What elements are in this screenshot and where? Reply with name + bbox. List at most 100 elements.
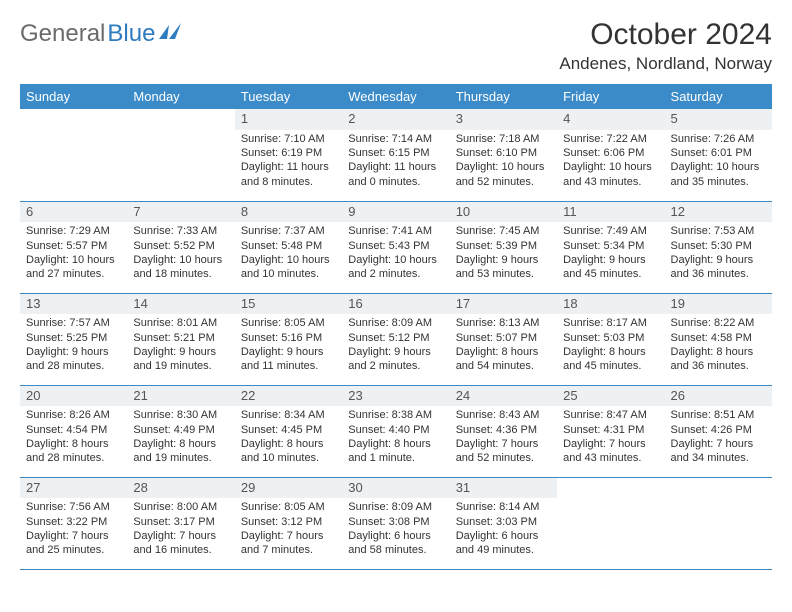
calendar-day: 6Sunrise: 7:29 AMSunset: 5:57 PMDaylight… — [20, 201, 127, 293]
sunrise: Sunrise: 7:49 AM — [563, 224, 658, 238]
calendar-empty — [20, 109, 127, 201]
sunrise: Sunrise: 7:56 AM — [26, 500, 121, 514]
day-number: 27 — [20, 478, 127, 499]
calendar-day: 19Sunrise: 8:22 AMSunset: 4:58 PMDayligh… — [665, 293, 772, 385]
daylight: Daylight: 7 hours and 25 minutes. — [26, 529, 121, 558]
daylight: Daylight: 10 hours and 35 minutes. — [671, 160, 766, 189]
day-number: 9 — [342, 202, 449, 223]
sunrise: Sunrise: 8:30 AM — [133, 408, 228, 422]
sunrise: Sunrise: 8:47 AM — [563, 408, 658, 422]
day-number: 19 — [665, 294, 772, 315]
daylight: Daylight: 9 hours and 45 minutes. — [563, 253, 658, 282]
sunset: Sunset: 5:21 PM — [133, 331, 228, 345]
sunrise: Sunrise: 7:45 AM — [456, 224, 551, 238]
sunset: Sunset: 4:31 PM — [563, 423, 658, 437]
day-number: 22 — [235, 386, 342, 407]
day-number: 11 — [557, 202, 664, 223]
sunset: Sunset: 6:10 PM — [456, 146, 551, 160]
calendar-day: 23Sunrise: 8:38 AMSunset: 4:40 PMDayligh… — [342, 385, 449, 477]
sunset: Sunset: 3:03 PM — [456, 515, 551, 529]
sunset: Sunset: 5:48 PM — [241, 239, 336, 253]
daylight: Daylight: 9 hours and 19 minutes. — [133, 345, 228, 374]
sunrise: Sunrise: 8:26 AM — [26, 408, 121, 422]
sunset: Sunset: 3:17 PM — [133, 515, 228, 529]
weekday-header: Tuesday — [235, 84, 342, 109]
daylight: Daylight: 10 hours and 10 minutes. — [241, 253, 336, 282]
calendar-day: 11Sunrise: 7:49 AMSunset: 5:34 PMDayligh… — [557, 201, 664, 293]
daylight: Daylight: 8 hours and 28 minutes. — [26, 437, 121, 466]
logo-icon — [159, 22, 183, 46]
day-number: 15 — [235, 294, 342, 315]
sunset: Sunset: 4:45 PM — [241, 423, 336, 437]
day-number: 10 — [450, 202, 557, 223]
sunset: Sunset: 5:25 PM — [26, 331, 121, 345]
day-number: 8 — [235, 202, 342, 223]
daylight: Daylight: 7 hours and 52 minutes. — [456, 437, 551, 466]
day-number: 28 — [127, 478, 234, 499]
sunrise: Sunrise: 8:14 AM — [456, 500, 551, 514]
sunrise: Sunrise: 8:34 AM — [241, 408, 336, 422]
calendar-day: 2Sunrise: 7:14 AMSunset: 6:15 PMDaylight… — [342, 109, 449, 201]
daylight: Daylight: 9 hours and 28 minutes. — [26, 345, 121, 374]
calendar-week: 27Sunrise: 7:56 AMSunset: 3:22 PMDayligh… — [20, 477, 772, 569]
daylight: Daylight: 11 hours and 0 minutes. — [348, 160, 443, 189]
calendar-day: 24Sunrise: 8:43 AMSunset: 4:36 PMDayligh… — [450, 385, 557, 477]
sunrise: Sunrise: 8:09 AM — [348, 500, 443, 514]
logo-word1: General — [20, 22, 105, 46]
day-number: 14 — [127, 294, 234, 315]
daylight: Daylight: 10 hours and 27 minutes. — [26, 253, 121, 282]
daylight: Daylight: 10 hours and 18 minutes. — [133, 253, 228, 282]
calendar-day: 5Sunrise: 7:26 AMSunset: 6:01 PMDaylight… — [665, 109, 772, 201]
sunset: Sunset: 3:08 PM — [348, 515, 443, 529]
calendar-day: 18Sunrise: 8:17 AMSunset: 5:03 PMDayligh… — [557, 293, 664, 385]
day-number: 5 — [665, 109, 772, 130]
day-number: 25 — [557, 386, 664, 407]
day-number: 18 — [557, 294, 664, 315]
sunrise: Sunrise: 7:29 AM — [26, 224, 121, 238]
calendar-week: 20Sunrise: 8:26 AMSunset: 4:54 PMDayligh… — [20, 385, 772, 477]
weekday-header: Saturday — [665, 84, 772, 109]
location: Andenes, Nordland, Norway — [559, 54, 772, 74]
sunrise: Sunrise: 8:43 AM — [456, 408, 551, 422]
sunrise: Sunrise: 8:05 AM — [241, 316, 336, 330]
day-number: 26 — [665, 386, 772, 407]
sunset: Sunset: 5:16 PM — [241, 331, 336, 345]
calendar-week: 1Sunrise: 7:10 AMSunset: 6:19 PMDaylight… — [20, 109, 772, 201]
calendar-day: 13Sunrise: 7:57 AMSunset: 5:25 PMDayligh… — [20, 293, 127, 385]
sunset: Sunset: 4:54 PM — [26, 423, 121, 437]
sunset: Sunset: 5:52 PM — [133, 239, 228, 253]
sunrise: Sunrise: 7:41 AM — [348, 224, 443, 238]
sunrise: Sunrise: 7:57 AM — [26, 316, 121, 330]
sunset: Sunset: 5:12 PM — [348, 331, 443, 345]
sunset: Sunset: 4:26 PM — [671, 423, 766, 437]
sunset: Sunset: 4:36 PM — [456, 423, 551, 437]
calendar-day: 10Sunrise: 7:45 AMSunset: 5:39 PMDayligh… — [450, 201, 557, 293]
sunset: Sunset: 6:15 PM — [348, 146, 443, 160]
daylight: Daylight: 7 hours and 34 minutes. — [671, 437, 766, 466]
month-title: October 2024 — [559, 18, 772, 52]
calendar-week: 6Sunrise: 7:29 AMSunset: 5:57 PMDaylight… — [20, 201, 772, 293]
sunset: Sunset: 5:03 PM — [563, 331, 658, 345]
sunrise: Sunrise: 8:51 AM — [671, 408, 766, 422]
sunset: Sunset: 6:06 PM — [563, 146, 658, 160]
calendar-day: 30Sunrise: 8:09 AMSunset: 3:08 PMDayligh… — [342, 477, 449, 569]
weekday-header: Friday — [557, 84, 664, 109]
calendar-table: SundayMondayTuesdayWednesdayThursdayFrid… — [20, 84, 772, 570]
daylight: Daylight: 8 hours and 45 minutes. — [563, 345, 658, 374]
sunset: Sunset: 6:01 PM — [671, 146, 766, 160]
daylight: Daylight: 10 hours and 52 minutes. — [456, 160, 551, 189]
sunrise: Sunrise: 8:01 AM — [133, 316, 228, 330]
weekday-header: Thursday — [450, 84, 557, 109]
daylight: Daylight: 10 hours and 43 minutes. — [563, 160, 658, 189]
day-number: 20 — [20, 386, 127, 407]
sunset: Sunset: 5:30 PM — [671, 239, 766, 253]
daylight: Daylight: 9 hours and 53 minutes. — [456, 253, 551, 282]
day-number: 12 — [665, 202, 772, 223]
sunset: Sunset: 4:40 PM — [348, 423, 443, 437]
sunset: Sunset: 4:58 PM — [671, 331, 766, 345]
daylight: Daylight: 9 hours and 2 minutes. — [348, 345, 443, 374]
sunset: Sunset: 3:22 PM — [26, 515, 121, 529]
sunset: Sunset: 5:43 PM — [348, 239, 443, 253]
header: GeneralBlue October 2024 Andenes, Nordla… — [20, 18, 772, 74]
calendar-day: 31Sunrise: 8:14 AMSunset: 3:03 PMDayligh… — [450, 477, 557, 569]
